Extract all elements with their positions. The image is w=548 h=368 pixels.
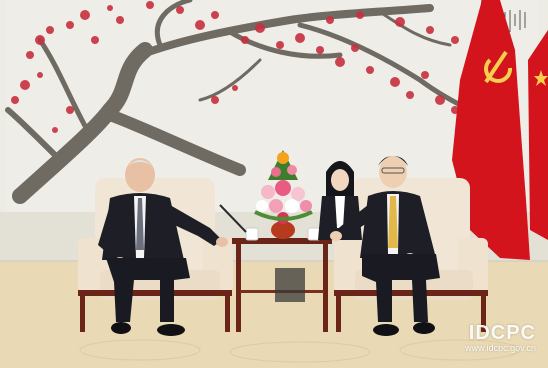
party-flag xyxy=(452,0,530,260)
watermark-logo: IDCPC xyxy=(468,322,536,344)
flags xyxy=(452,0,548,300)
side-table xyxy=(219,199,346,332)
guest-left xyxy=(98,158,228,336)
watermark: IDCPC www.idcpc.gov.cn xyxy=(465,323,536,354)
national-flag xyxy=(528,30,548,240)
host-right xyxy=(330,156,440,336)
watermark-url: www.idcpc.gov.cn xyxy=(465,343,536,353)
plum-blossom-mural xyxy=(5,0,473,204)
flower-arrangement xyxy=(254,150,313,239)
